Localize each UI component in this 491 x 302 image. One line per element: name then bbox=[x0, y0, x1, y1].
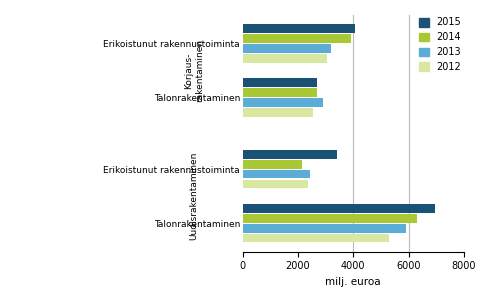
Bar bbox=[243, 54, 327, 63]
Bar bbox=[243, 79, 317, 87]
Text: Korjaus-
rakentaminen: Korjaus- rakentaminen bbox=[185, 39, 204, 102]
Text: Uudisrakentaminen: Uudisrakentaminen bbox=[190, 152, 199, 240]
Bar bbox=[243, 150, 337, 159]
Bar bbox=[243, 214, 417, 223]
Bar bbox=[243, 34, 351, 43]
Bar bbox=[243, 234, 389, 243]
Bar bbox=[243, 98, 323, 107]
Bar bbox=[243, 44, 331, 53]
Bar bbox=[243, 88, 317, 97]
Bar bbox=[243, 224, 406, 233]
Bar bbox=[243, 24, 355, 33]
Bar bbox=[243, 170, 310, 178]
Bar bbox=[243, 204, 435, 213]
Bar bbox=[243, 180, 308, 188]
Bar bbox=[243, 108, 313, 117]
Bar bbox=[243, 160, 302, 169]
X-axis label: milj. euroa: milj. euroa bbox=[326, 277, 381, 287]
Legend: 2015, 2014, 2013, 2012: 2015, 2014, 2013, 2012 bbox=[419, 18, 461, 72]
